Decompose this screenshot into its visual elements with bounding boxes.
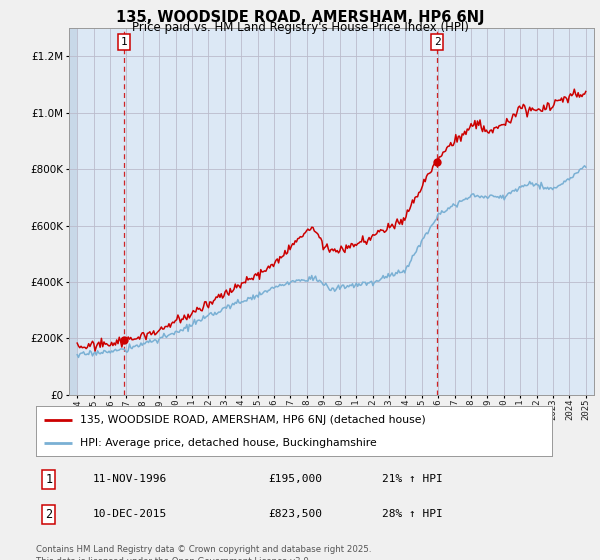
Text: 2: 2 [46, 508, 52, 521]
Text: 1: 1 [121, 37, 128, 47]
Text: £195,000: £195,000 [268, 474, 322, 484]
Text: 10-DEC-2015: 10-DEC-2015 [93, 510, 167, 520]
Bar [69, 28, 77, 395]
Text: Price paid vs. HM Land Registry's House Price Index (HPI): Price paid vs. HM Land Registry's House … [131, 21, 469, 34]
Text: 135, WOODSIDE ROAD, AMERSHAM, HP6 6NJ (detached house): 135, WOODSIDE ROAD, AMERSHAM, HP6 6NJ (d… [80, 414, 425, 424]
Text: Contains HM Land Registry data © Crown copyright and database right 2025.
This d: Contains HM Land Registry data © Crown c… [36, 545, 371, 560]
Text: 2: 2 [434, 37, 440, 47]
Bar [69, 28, 77, 395]
Text: 1: 1 [46, 473, 52, 486]
Text: 28% ↑ HPI: 28% ↑ HPI [382, 510, 442, 520]
Text: £823,500: £823,500 [268, 510, 322, 520]
Text: 11-NOV-1996: 11-NOV-1996 [93, 474, 167, 484]
Text: 21% ↑ HPI: 21% ↑ HPI [382, 474, 442, 484]
Text: HPI: Average price, detached house, Buckinghamshire: HPI: Average price, detached house, Buck… [80, 438, 377, 448]
Text: 135, WOODSIDE ROAD, AMERSHAM, HP6 6NJ: 135, WOODSIDE ROAD, AMERSHAM, HP6 6NJ [116, 10, 484, 25]
